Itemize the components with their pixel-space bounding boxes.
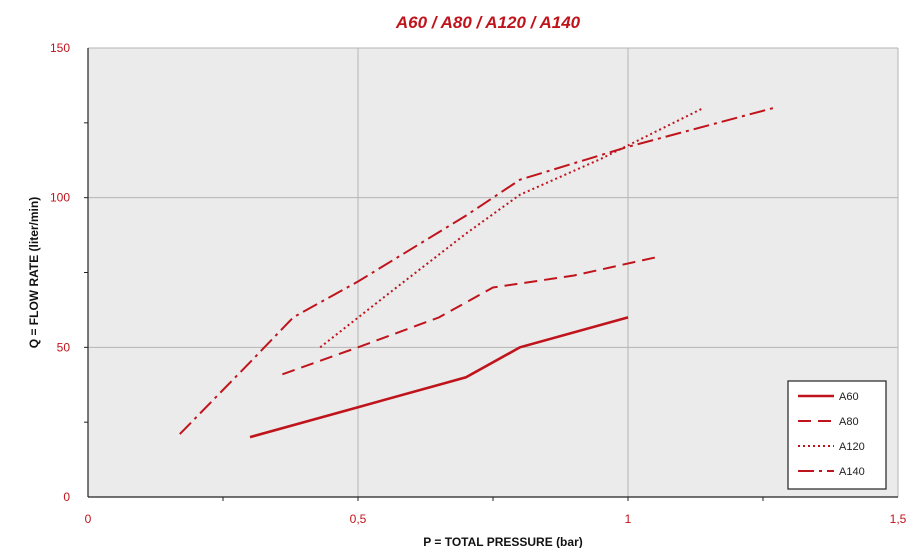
legend-label-a140: A140	[839, 466, 865, 478]
y-tick-label: 150	[50, 41, 70, 55]
series-line-a60	[249, 316, 629, 439]
chart-title: A60 / A80 / A120 / A140	[395, 13, 581, 32]
y-axis-label: Q = FLOW RATE (liter/min)	[27, 197, 41, 348]
y-tick-label: 0	[63, 490, 70, 504]
x-tick-label: 1	[625, 512, 632, 526]
legend-label-a80: A80	[839, 416, 859, 428]
y-tick-label: 50	[57, 340, 71, 354]
x-tick-label: 1,5	[890, 512, 907, 526]
plot-area: 0 0,5 1 1,5 0 50 100 150	[50, 41, 907, 526]
legend-label-a120: A120	[839, 441, 865, 453]
series-line-a140	[179, 106, 775, 435]
x-tick-label: 0,5	[350, 512, 367, 526]
series-line-a80	[282, 256, 656, 376]
y-tick-label: 100	[50, 191, 70, 205]
x-tick-label: 0	[85, 512, 92, 526]
x-axis-label: P = TOTAL PRESSURE (bar)	[423, 535, 582, 548]
legend-label-a60: A60	[839, 391, 859, 403]
legend: A60 A80 A120 A140	[787, 380, 887, 490]
plot-background	[88, 48, 898, 497]
